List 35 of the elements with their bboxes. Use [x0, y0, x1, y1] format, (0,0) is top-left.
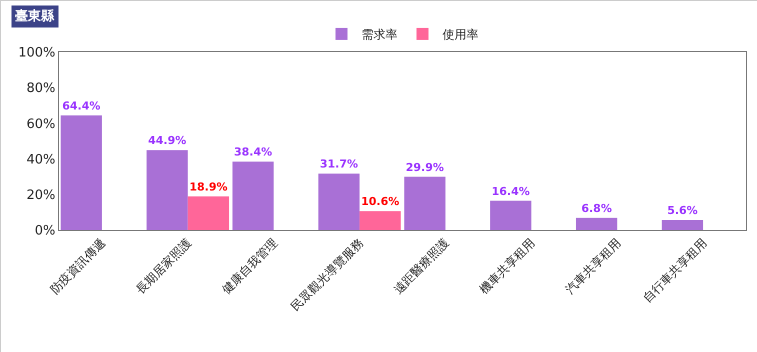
data-label: 44.9%: [148, 134, 186, 148]
x-tick-label: 汽車共享租用: [562, 236, 624, 297]
bar: [404, 176, 446, 230]
bar: [146, 150, 188, 230]
x-tick-label: 自行車共享租用: [640, 236, 710, 306]
data-label: 31.7%: [320, 158, 358, 171]
bar: [232, 162, 274, 230]
bar: [662, 220, 704, 230]
bar: [576, 218, 618, 230]
data-label: 29.9%: [406, 160, 444, 174]
legend-label: 需求率: [362, 28, 398, 42]
y-tick-label: 20%: [26, 188, 56, 203]
y-tick-label: 100%: [18, 46, 56, 61]
bar: [490, 200, 532, 230]
data-label: 5.6%: [667, 204, 698, 218]
data-label: 38.4%: [234, 146, 272, 159]
chart-title: 臺東縣: [15, 9, 55, 24]
bar: [60, 115, 102, 230]
data-label: 6.8%: [581, 202, 612, 215]
x-tick-label: 民眾觀光導覽服務: [288, 236, 366, 314]
bar: [188, 196, 230, 230]
x-tick-label: 機車共享租用: [476, 236, 538, 297]
y-tick-label: 60%: [26, 116, 56, 132]
data-label: 64.4%: [62, 99, 100, 112]
x-tick-label: 遠距醫療照護: [390, 236, 452, 297]
y-tick-label: 80%: [26, 81, 56, 96]
data-label: 16.4%: [492, 184, 530, 198]
data-label: 10.6%: [361, 195, 400, 208]
y-tick-label: 40%: [26, 152, 56, 168]
data-label: 18.9%: [189, 180, 228, 194]
x-tick-label: 健康自我管理: [219, 236, 280, 297]
legend-label: 使用率: [442, 28, 478, 42]
x-tick-label: 長期居家照護: [133, 236, 194, 297]
bar: [360, 211, 401, 230]
bar: [318, 174, 360, 230]
